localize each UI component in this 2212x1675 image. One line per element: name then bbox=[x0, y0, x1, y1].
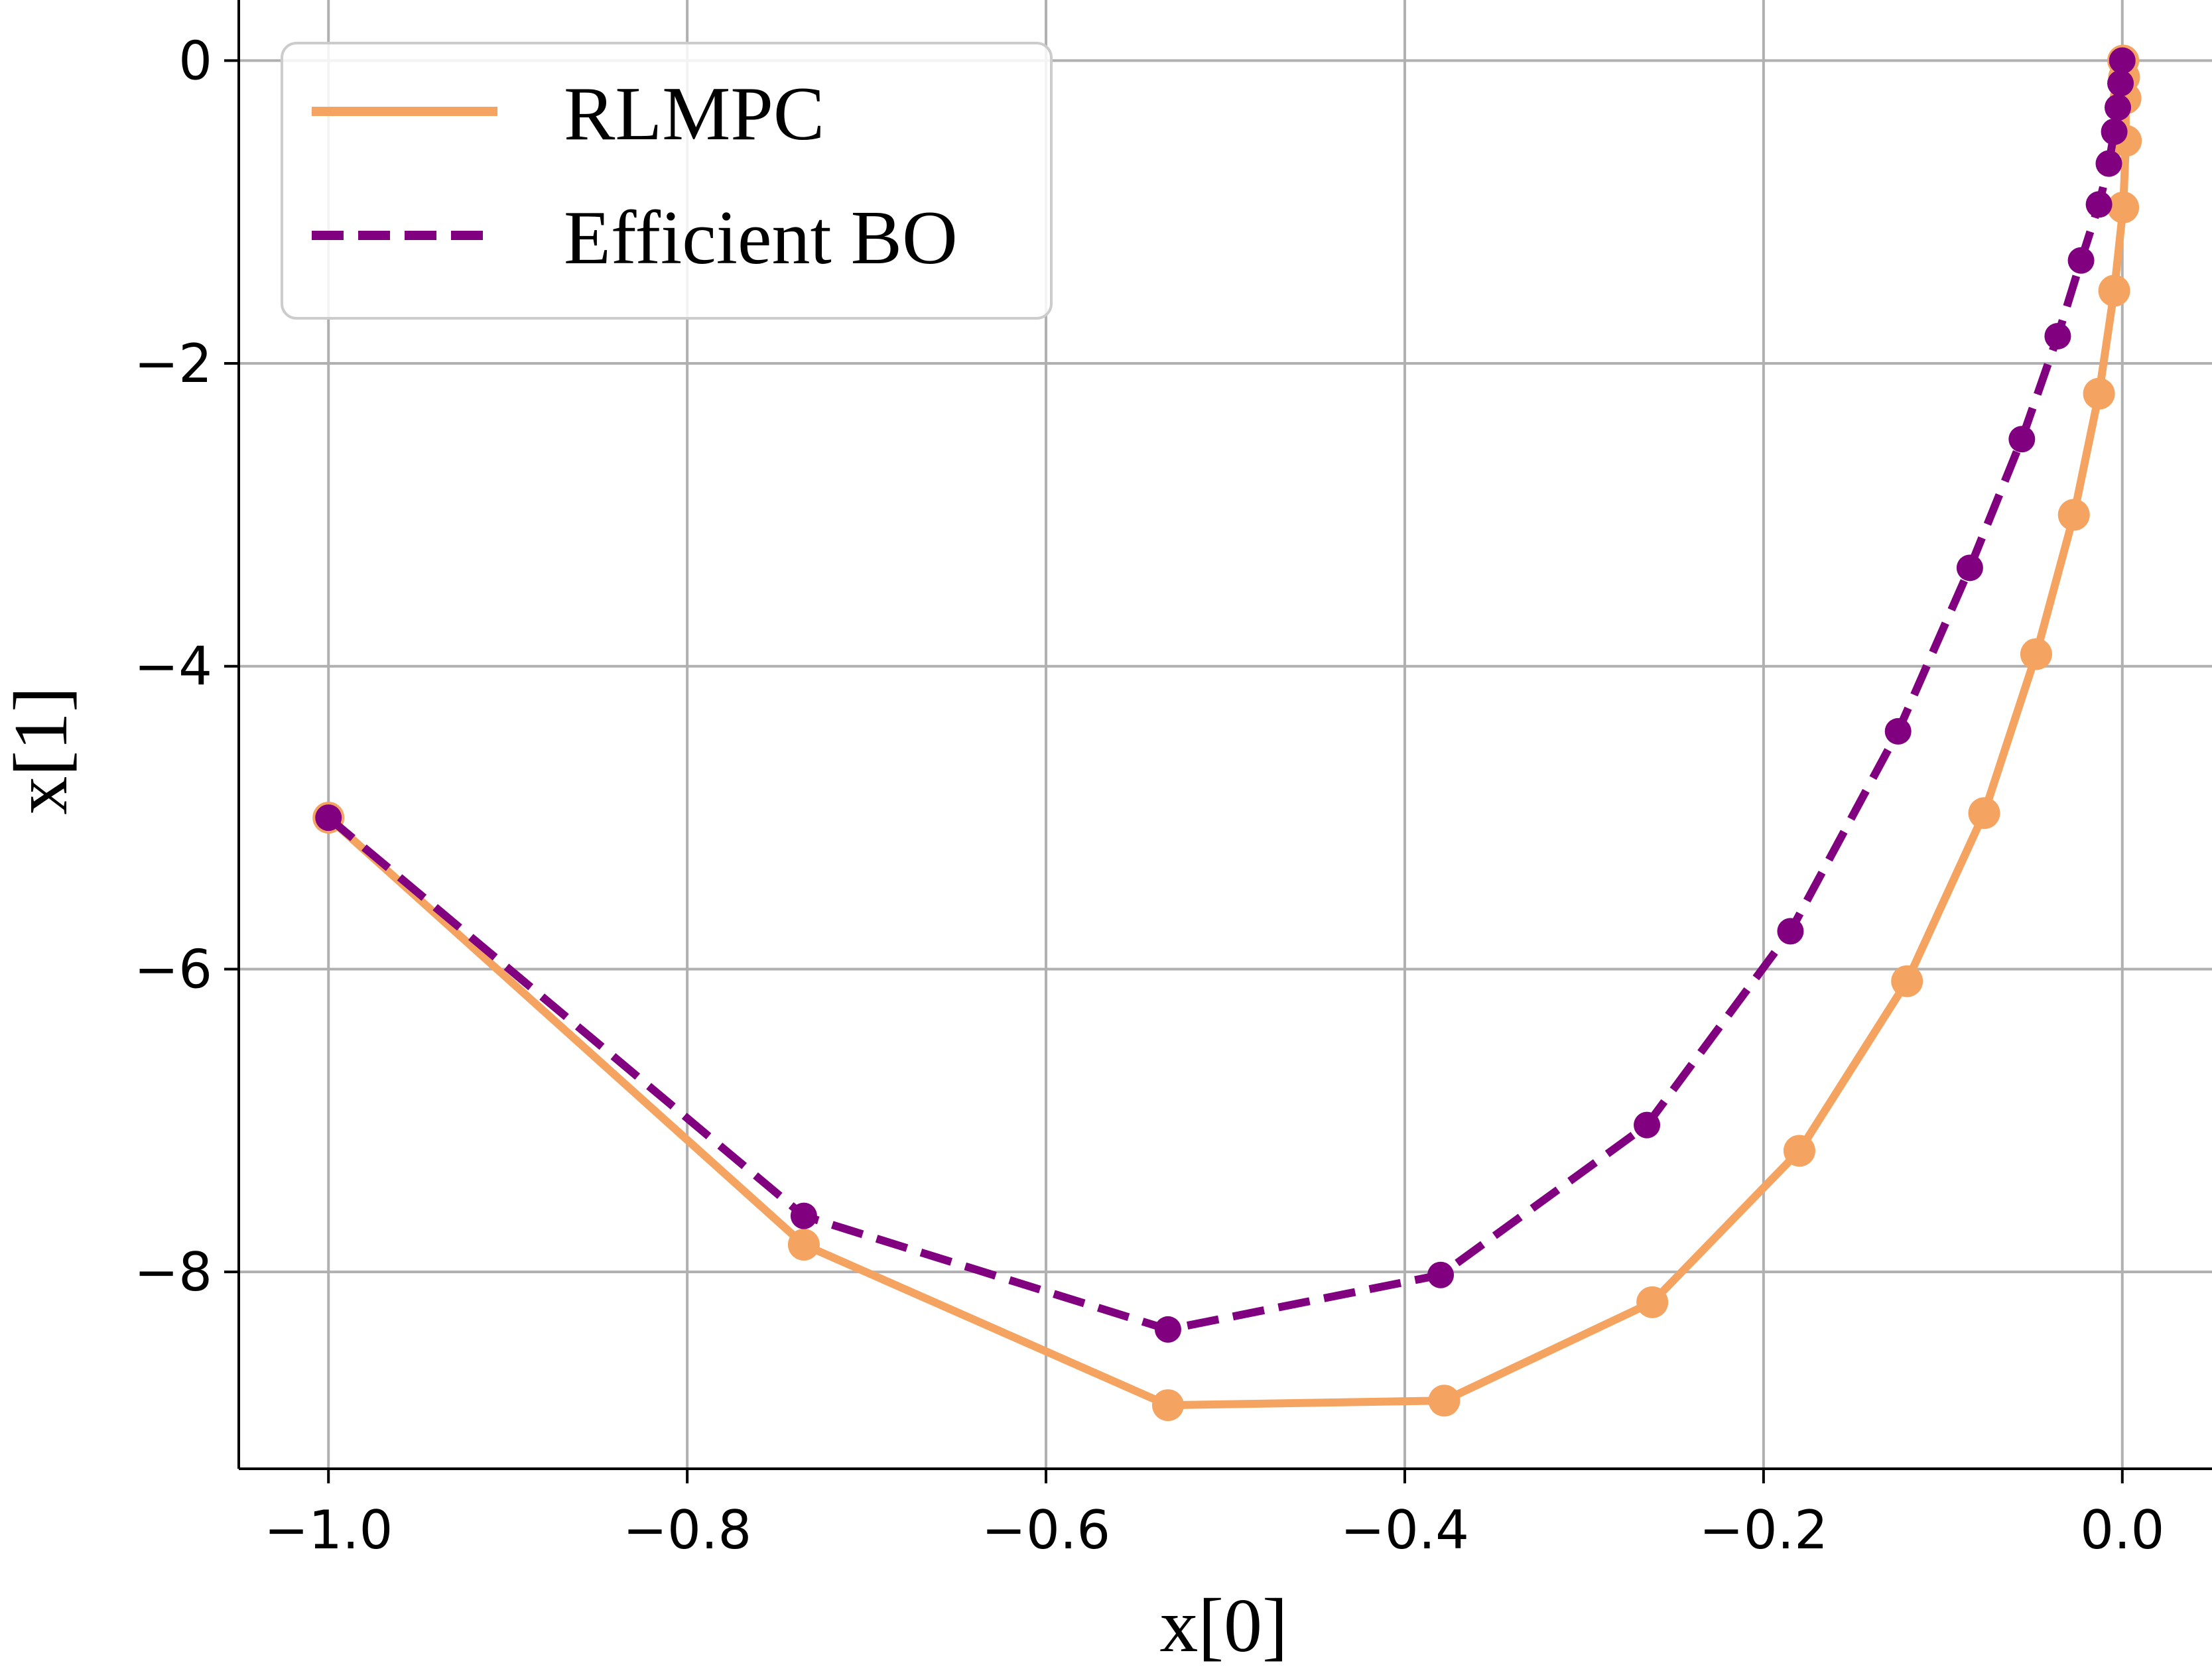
data-point-efficient-bo bbox=[2109, 47, 2136, 74]
data-point-efficient-bo bbox=[2107, 70, 2134, 97]
data-point-rlmpc bbox=[1428, 1385, 1461, 1417]
y-tick-label: −6 bbox=[134, 938, 212, 1000]
data-point-rlmpc bbox=[2083, 377, 2115, 410]
x-tick-label: 0.0 bbox=[2080, 1499, 2164, 1561]
data-point-efficient-bo bbox=[1884, 717, 1912, 745]
data-point-efficient-bo bbox=[2008, 426, 2036, 453]
series-efficient-bo bbox=[315, 47, 2136, 1343]
data-point-rlmpc bbox=[1891, 965, 1923, 997]
data-point-rlmpc bbox=[2107, 191, 2140, 223]
legend: RLMPC Efficient BO bbox=[281, 42, 1053, 320]
x-tick-label: −1.0 bbox=[264, 1499, 393, 1561]
data-point-efficient-bo bbox=[1634, 1111, 1661, 1139]
data-point-rlmpc bbox=[1783, 1135, 1815, 1167]
y-axis-title: x[1] bbox=[0, 686, 84, 814]
y-tick-label: −2 bbox=[134, 333, 212, 395]
legend-label-efficient-bo: Efficient BO bbox=[564, 196, 958, 280]
data-point-efficient-bo bbox=[2105, 94, 2132, 121]
y-tick-label: 0 bbox=[178, 30, 212, 92]
data-point-rlmpc bbox=[1151, 1389, 1184, 1422]
data-point-efficient-bo bbox=[790, 1202, 817, 1229]
x-tick-label: −0.2 bbox=[1699, 1499, 1828, 1561]
data-point-efficient-bo bbox=[2101, 118, 2128, 145]
data-point-rlmpc bbox=[2098, 275, 2130, 307]
series-layer bbox=[312, 44, 2142, 1422]
data-point-rlmpc bbox=[1968, 797, 2000, 830]
data-point-rlmpc bbox=[2020, 638, 2052, 670]
data-point-efficient-bo bbox=[2067, 247, 2095, 274]
x-tick-label: −0.8 bbox=[623, 1499, 751, 1561]
data-point-efficient-bo bbox=[2095, 150, 2122, 177]
tick-layer: −1.0 −0.8 −0.6 −0.4 −0.2 0.0 0 −2 −4 −6 −8 bbox=[134, 30, 2164, 1561]
data-point-efficient-bo bbox=[1956, 554, 1983, 582]
data-point-rlmpc bbox=[787, 1229, 820, 1261]
data-point-efficient-bo bbox=[2044, 322, 2071, 349]
y-tick-label: −4 bbox=[134, 636, 212, 698]
data-point-rlmpc bbox=[2057, 499, 2090, 531]
data-point-efficient-bo bbox=[315, 804, 342, 832]
data-point-efficient-bo bbox=[1154, 1316, 1181, 1343]
legend-label-rlmpc: RLMPC bbox=[564, 72, 824, 156]
data-point-efficient-bo bbox=[1777, 918, 1804, 945]
data-point-efficient-bo bbox=[1427, 1261, 1455, 1288]
x-tick-label: −0.6 bbox=[982, 1499, 1110, 1561]
y-tick-label: −8 bbox=[134, 1241, 212, 1303]
x-tick-label: −0.4 bbox=[1340, 1499, 1469, 1561]
data-point-rlmpc bbox=[1636, 1286, 1669, 1318]
x-axis-title: x[0] bbox=[1159, 1583, 1287, 1668]
data-point-efficient-bo bbox=[2085, 191, 2113, 218]
plot-axes bbox=[237, 0, 2212, 1470]
